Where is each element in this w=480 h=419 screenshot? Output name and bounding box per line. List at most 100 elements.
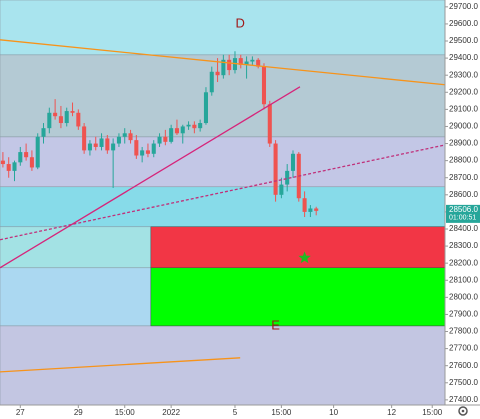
y-tick-label: 27900.0 (449, 310, 478, 319)
candle-body (58, 116, 63, 124)
y-tick-label: 28900.0 (449, 139, 478, 148)
candle-body (314, 208, 319, 211)
candle-body (116, 136, 121, 144)
candle-body (250, 59, 255, 62)
plot-area: DE (0, 0, 446, 406)
y-tick-label: 28300.0 (449, 241, 478, 250)
candle-body (157, 136, 162, 144)
candle-body (24, 152, 29, 158)
candle-body (18, 152, 23, 163)
x-tick-label: 27 (16, 408, 25, 417)
candle-body (279, 184, 284, 195)
countdown-label: 01:00:51 (449, 215, 476, 222)
trend-line (0, 39, 446, 86)
candle-body (6, 164, 11, 171)
candle-body (221, 59, 226, 76)
candle-body (209, 71, 214, 93)
y-tick-label: 29100.0 (449, 104, 478, 113)
gear-center (461, 409, 465, 413)
y-tick-label: 27800.0 (449, 327, 478, 336)
trend-line (0, 86, 301, 269)
candle-body (273, 143, 278, 195)
candle-body (290, 153, 296, 171)
y-tick-label: 28600.0 (449, 190, 478, 199)
candle-body (215, 71, 220, 76)
x-tick-label: 29 (74, 408, 83, 417)
candle-body (87, 143, 92, 151)
candle-body (82, 126, 87, 151)
y-tick-label: 29700.0 (449, 2, 478, 11)
candle-body (169, 128, 174, 142)
candle-body (302, 198, 307, 212)
candle-body (203, 92, 208, 124)
candle-body (134, 140, 139, 156)
candle-body (238, 58, 243, 65)
x-tick-label: 15:00 (271, 408, 292, 417)
candle-body (227, 59, 232, 71)
last-price-label: 28506.0 (449, 205, 478, 214)
zone (0, 0, 446, 56)
candle-body (198, 123, 203, 129)
candle-body (128, 133, 133, 141)
candle-body (308, 208, 313, 212)
trend-line (0, 357, 241, 373)
candle-body (145, 150, 150, 154)
candle-body (256, 59, 261, 67)
candle-body (12, 162, 17, 171)
candle-body (163, 136, 168, 142)
candle-body (140, 150, 145, 156)
y-tick-label: 28000.0 (449, 292, 478, 301)
candle-body (0, 160, 5, 165)
x-tick-label: 15:00 (115, 408, 136, 417)
gear[interactable] (458, 406, 468, 416)
y-tick-label: 29500.0 (449, 36, 478, 45)
range-box (150, 226, 446, 269)
y-tick-label: 29400.0 (449, 53, 478, 62)
x-tick-label: 15:00 (422, 408, 443, 417)
candle-body (29, 157, 34, 168)
y-tick-label: 27400.0 (449, 395, 478, 404)
candle-body (192, 124, 197, 129)
x-tick-label: 5 (233, 408, 238, 417)
y-tick-label: 29300.0 (449, 70, 478, 79)
y-tick-label: 27700.0 (449, 344, 478, 353)
candle-body (41, 128, 46, 137)
candle-body (180, 126, 185, 134)
candle-body (76, 112, 81, 127)
candle-body (285, 170, 290, 185)
candle-body (99, 138, 104, 147)
y-tick-label: 27600.0 (449, 361, 478, 370)
candle-body (70, 111, 75, 113)
candle-body (244, 61, 249, 65)
candle-body (35, 136, 40, 168)
trend-line (0, 144, 446, 241)
y-tick-label: 29600.0 (449, 19, 478, 28)
candle-body (111, 143, 116, 151)
x-tick-label: 12 (387, 408, 396, 417)
candle-body (261, 66, 267, 105)
star-marker (298, 251, 311, 264)
candle-body (64, 111, 69, 124)
settings-icon[interactable] (458, 406, 468, 416)
range-box (150, 267, 446, 327)
candle-body (174, 128, 179, 134)
zone (0, 325, 446, 406)
y-tick-label: 29200.0 (449, 87, 478, 96)
zone (0, 136, 446, 188)
y-tick-label: 28800.0 (449, 156, 478, 165)
candle-body (186, 124, 191, 127)
candle-body (53, 112, 58, 117)
annotation: E (271, 317, 280, 332)
y-tick-label: 28700.0 (449, 173, 478, 182)
candle-body (47, 112, 52, 129)
candle-body (151, 143, 156, 154)
x-tick-label: 10 (329, 408, 338, 417)
y-tick-label: 27500.0 (449, 378, 478, 387)
last-price-box (446, 204, 480, 223)
y-tick-label: 29000.0 (449, 122, 478, 131)
x-tick-label: 2022 (162, 408, 180, 417)
candle-body (122, 133, 127, 137)
candle-body (267, 104, 272, 144)
